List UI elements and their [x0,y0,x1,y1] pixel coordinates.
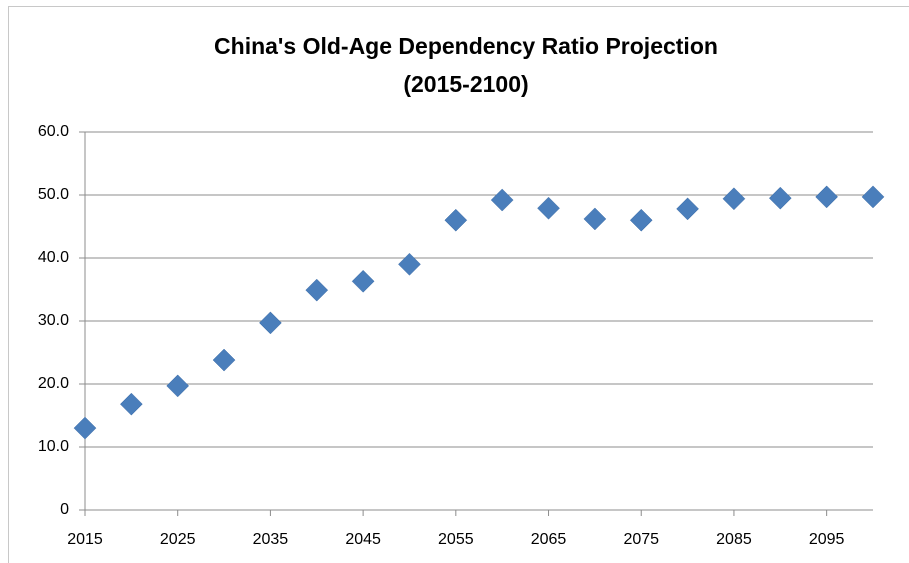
marker [768,186,792,210]
marker [861,185,885,209]
chart-title: China's Old-Age Dependency Ratio Project… [214,33,718,59]
marker [398,252,421,276]
chart-frame [8,6,909,563]
marker [629,208,653,232]
marker [537,196,560,220]
marker [815,185,839,209]
x-tick-label: 2035 [253,531,289,548]
y-tick-label: 40.0 [38,249,69,266]
marker [676,197,699,221]
marker [119,392,143,416]
marker [305,278,329,302]
y-tick-label: 0 [60,501,69,518]
marker [444,208,468,232]
y-tick-label: 30.0 [38,312,69,329]
marker [259,311,282,335]
marker [583,207,607,231]
x-tick-label: 2095 [809,531,845,548]
y-tick-label: 10.0 [38,438,69,455]
x-tick-label: 2085 [716,531,752,548]
y-tick-label: 60.0 [38,123,69,140]
marker [73,416,97,440]
x-tick-label: 2045 [345,531,381,548]
x-tick-label: 2055 [438,531,474,548]
y-tick-label: 50.0 [38,186,69,203]
x-tick-label: 2075 [623,531,659,548]
x-tick-label: 2015 [67,531,103,548]
y-tick-label: 20.0 [38,375,69,392]
marker [212,348,236,372]
marker [722,187,746,211]
marker [490,188,514,212]
marker [351,269,375,293]
marker [166,374,190,398]
x-tick-label: 2065 [531,531,567,548]
chart-title: (2015-2100) [403,71,528,97]
x-tick-label: 2025 [160,531,196,548]
